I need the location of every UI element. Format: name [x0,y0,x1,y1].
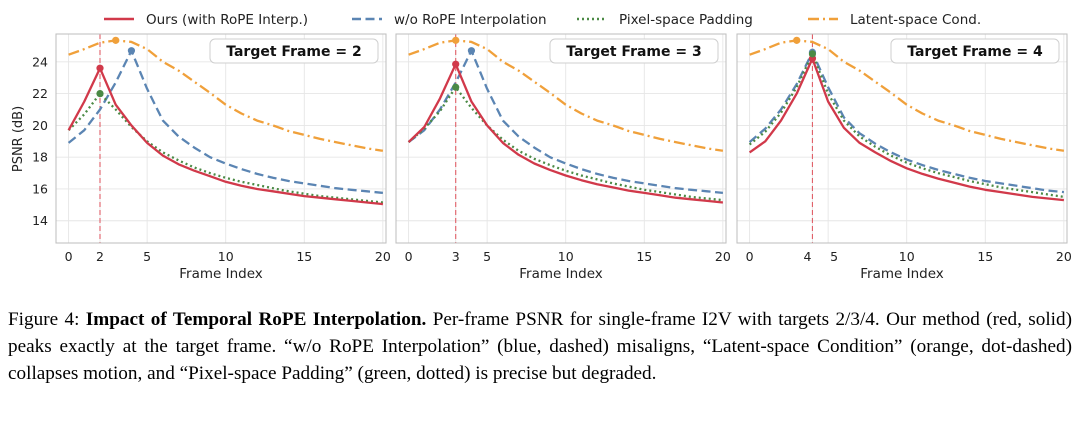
x-tick-label: 0 [746,249,754,264]
peak-marker-wo [127,47,136,55]
caption-body: Per-frame PSNR for single-frame I2V with… [8,309,1072,384]
x-axis-label: Frame Index [519,266,603,282]
panel-title-box [890,38,1060,64]
peak-marker-latent [793,36,801,44]
panel-title: Target Frame = 2 [226,44,362,60]
legend-item-pixel: Pixel-space Padding [577,12,753,28]
figure-chart: Ours (with RoPE Interp.) w/o RoPE Interpo… [11,12,1072,282]
legend-item-latent: Latent-space Cond. [808,12,981,28]
series-line-wo [748,51,1065,194]
legend-label-pixel: Pixel-space Padding [619,12,753,28]
x-tick-label: 5 [143,249,151,264]
plot-frame [736,33,1068,244]
legend-item-ours: Ours (with RoPE Interp.) [104,12,308,28]
series-line-pixel [407,86,724,202]
x-tick-label: 20 [1056,249,1072,264]
plot-frame [395,33,727,244]
x-tick-label: 15 [296,249,312,264]
peak-marker-wo [467,47,476,55]
peak-marker-latent [452,36,460,44]
y-tick-label: 18 [32,150,48,165]
x-tick-label: 0 [405,249,413,264]
peak-marker-pixel [808,50,817,58]
x-tick-label: 0 [65,249,73,264]
x-tick-label: 15 [636,249,652,264]
x-tick-label: 10 [218,249,234,264]
x-tick-label: 2 [96,249,104,264]
series-line-pixel [748,52,1065,199]
panel-title: Target Frame = 4 [907,44,1043,60]
y-tick-label: 22 [32,86,48,101]
x-axis-label: Frame Index [860,266,944,282]
series-line-ours [67,67,384,206]
panel-2: Target Frame = 3 [395,33,727,244]
x-tick-label: 15 [977,249,993,264]
peak-marker-latent [112,36,120,44]
y-tick-label: 20 [32,118,48,133]
y-axis-label: PSNR (dB) [11,106,26,172]
peak-marker-ours [452,60,460,68]
x-tick-label: 4 [803,249,811,264]
y-tick-label: 16 [32,181,48,196]
x-tick-label: 3 [452,249,460,264]
series-line-ours [748,57,1065,202]
panel-title: Target Frame = 3 [566,44,702,60]
plot-frame [55,33,387,244]
x-tick-label: 10 [899,249,915,264]
panel-title-box [549,38,719,64]
panel-3: Target Frame = 4 [736,33,1068,244]
x-tick-label: 20 [375,249,391,264]
series-line-latent [408,39,724,152]
legend-label-wo: w/o RoPE Interpolation [394,12,547,28]
series-line-wo [67,49,384,195]
plot-area [56,34,386,243]
x-tick-label: 10 [558,249,574,264]
plot-area [737,34,1067,243]
peak-marker-ours [96,64,104,72]
figure-caption: Figure 4: Impact of Temporal RoPE Interp… [8,306,1072,387]
x-axis-label: Frame Index [179,266,263,282]
legend-item-wo: w/o RoPE Interpolation [352,12,547,28]
legend-label-latent: Latent-space Cond. [850,12,981,28]
legend-label-ours: Ours (with RoPE Interp.) [146,12,308,28]
series-line-latent [749,39,1065,152]
x-tick-label: 20 [715,249,731,264]
caption-title: Impact of Temporal RoPE Interpolation. [85,309,427,330]
peak-marker-pixel [452,83,460,91]
panel-1: Target Frame = 2 [55,33,387,244]
caption-label: Figure 4: [8,309,86,330]
x-tick-label: 5 [830,249,838,264]
x-tick-label: 5 [483,249,491,264]
y-tick-label: 24 [32,54,48,69]
peak-marker-pixel [96,90,104,98]
plot-area [396,34,726,243]
series-line-ours [407,63,724,204]
series-line-latent [68,39,384,152]
y-tick-label: 14 [32,213,48,228]
series-line-wo [407,49,724,195]
panel-title-box [209,38,379,64]
